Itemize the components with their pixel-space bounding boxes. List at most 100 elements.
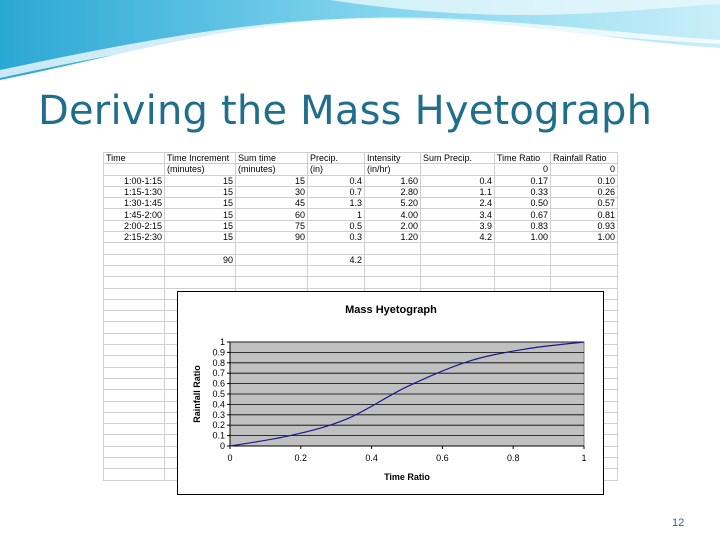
- table-cell: 15: [164, 219, 236, 233]
- table-cell: (in): [307, 163, 365, 176]
- y-tick-label: 0.6: [212, 379, 225, 389]
- table-cell: [103, 163, 165, 176]
- table-cell: 45: [235, 197, 308, 210]
- table-cell: (minutes): [164, 163, 236, 176]
- table-cell: Precip.: [307, 151, 365, 165]
- table-cell: 0.7: [307, 185, 365, 199]
- table-cell: [103, 355, 165, 368]
- y-tick-label: 0: [220, 441, 225, 451]
- table-cell: 1:00-1:15: [103, 174, 165, 187]
- x-tick-label: 0.8: [507, 453, 520, 463]
- table-cell: (minutes): [235, 163, 308, 176]
- y-tick-label: 0.9: [212, 347, 225, 357]
- table-cell: [235, 253, 308, 266]
- table-cell: 0.81: [550, 208, 618, 221]
- table-row: 1:30-1:45 15 45 1.3 5.20 2.4 0.50 0.57: [103, 197, 618, 210]
- table-cell: Sum Precip.: [420, 151, 495, 165]
- table-cell: 0.93: [550, 219, 618, 233]
- slide-title: Deriving the Mass Hyetograph: [38, 88, 653, 134]
- table-cell: [164, 276, 236, 289]
- y-tick-label: 0.5: [212, 389, 225, 399]
- table-cell: 1: [307, 208, 365, 221]
- table-cell: [103, 242, 165, 255]
- table-cell: [307, 264, 365, 278]
- table-cell: [420, 264, 495, 278]
- table-cell: [103, 344, 165, 357]
- table-cell: Sum time: [235, 151, 308, 165]
- table-cell: 15: [235, 174, 308, 187]
- table-cell: 90: [235, 231, 308, 244]
- table-cell: 0: [550, 163, 618, 176]
- table-cell: (in/hr): [364, 163, 421, 176]
- y-tick-label: 0.4: [212, 399, 225, 409]
- table-cell: 75: [235, 219, 308, 233]
- table-cell: 2.80: [364, 185, 421, 199]
- table-cell: 0: [494, 163, 551, 176]
- table-cell: 3.4: [420, 208, 495, 221]
- table-cell: 2.00: [364, 219, 421, 233]
- table-cell: Time: [103, 151, 165, 165]
- table-cell: 90: [164, 253, 236, 266]
- table-cell: [364, 264, 421, 278]
- x-tick-label: 0: [227, 453, 232, 463]
- table-row: 2:15-2:30 15 90 0.3 1.20 4.2 1.00 1.00: [103, 231, 618, 244]
- table-cell: [103, 298, 165, 312]
- table-cell: [494, 264, 551, 278]
- table-cell: 1.00: [550, 231, 618, 244]
- table-cell: [494, 253, 551, 266]
- table-cell: [103, 287, 165, 300]
- table-cell: [103, 445, 165, 459]
- table-cell: 0.10: [550, 174, 618, 187]
- table-cell: 4.2: [307, 253, 365, 266]
- table-cell: [103, 468, 165, 481]
- table-cell: 15: [164, 197, 236, 210]
- y-tick-label: 0.7: [212, 368, 225, 378]
- header-row: Time Time Increment Sum time Precip. Intensi…: [103, 151, 618, 165]
- table-cell: 0.17: [494, 174, 551, 187]
- table-cell: [103, 389, 165, 402]
- table-cell: 0.83: [494, 219, 551, 233]
- x-axis-label: Time Ratio: [384, 472, 430, 482]
- table-cell: 0.57: [550, 197, 618, 210]
- table-cell: Time Ratio: [494, 151, 551, 165]
- table-row: 1:00-1:15 15 15 0.4 1.60 0.4 0.17 0.10: [103, 174, 618, 187]
- table-cell: [103, 457, 165, 470]
- page-number: 12: [672, 517, 685, 529]
- y-axis-label: Rainfall Ratio: [192, 365, 202, 423]
- series-line: [229, 341, 585, 447]
- table-cell: [103, 423, 165, 436]
- table-cell: 0.67: [494, 208, 551, 221]
- empty-row: [103, 264, 618, 278]
- table-cell: [103, 332, 165, 346]
- table-cell: 60: [235, 208, 308, 221]
- x-tick-label: 0.2: [295, 453, 308, 463]
- table-cell: 2.4: [420, 197, 495, 210]
- table-cell: 2:00-2:15: [103, 219, 165, 233]
- chart-title: Mass Hyetograph: [345, 304, 437, 316]
- table-cell: [420, 253, 495, 266]
- table-cell: 1.1: [420, 185, 495, 199]
- table-cell: 15: [164, 174, 236, 187]
- y-tick-label: 1: [220, 337, 225, 347]
- x-tick-label: 0.6: [436, 453, 449, 463]
- table-cell: Time Increment: [164, 151, 236, 165]
- table-cell: [364, 253, 421, 266]
- table-cell: [103, 310, 165, 323]
- y-tick-label: 0.2: [212, 420, 225, 430]
- table-cell: 1.3: [307, 197, 365, 210]
- table-row: 1:45-2:00 15 60 1 4.00 3.4 0.67 0.81: [103, 208, 618, 221]
- table-cell: 0.26: [550, 185, 618, 199]
- table-cell: [103, 377, 165, 391]
- mass-hyetograph-chart: Mass Hyetograph 0 0.1 0.2 0.3 0.4 0.5 0.6 0.7 0.8…: [177, 291, 604, 495]
- table-cell: 5.20: [364, 197, 421, 210]
- table-cell: 1:15-1:30: [103, 185, 165, 199]
- table-cell: [103, 434, 165, 447]
- table-cell: 15: [164, 231, 236, 244]
- table-cell: [235, 242, 308, 255]
- table-cell: [550, 253, 618, 266]
- table-cell: 0.33: [494, 185, 551, 199]
- totals-row: 90 4.2: [103, 253, 618, 266]
- empty-row: [103, 242, 618, 255]
- table-cell: [103, 253, 165, 266]
- table-cell: 3.9: [420, 219, 495, 233]
